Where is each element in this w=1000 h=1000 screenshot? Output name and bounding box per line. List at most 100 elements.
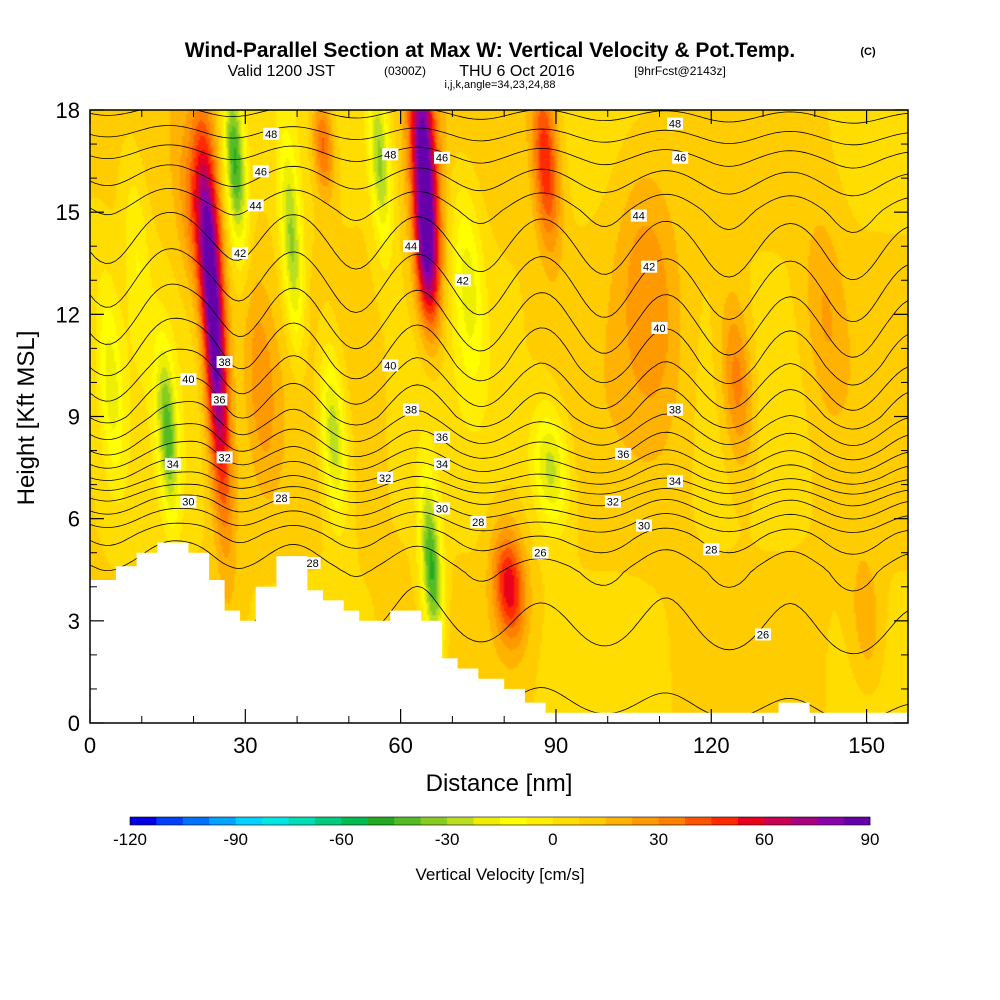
contour-label: 34 bbox=[164, 458, 181, 471]
contour-label-text: 30 bbox=[182, 497, 194, 509]
contour-label-text: 34 bbox=[669, 476, 681, 488]
contour-label: 38 bbox=[402, 403, 419, 417]
contour-label-text: 36 bbox=[213, 394, 225, 406]
colorbar-swatch bbox=[130, 817, 157, 825]
contour-label-text: 40 bbox=[182, 374, 194, 386]
contour-label-text: 28 bbox=[275, 493, 287, 505]
colorbar-tick-label: -120 bbox=[113, 830, 147, 849]
contour-label-bg bbox=[382, 148, 399, 161]
contour-label: 30 bbox=[434, 502, 451, 515]
contour-label-text: 32 bbox=[379, 473, 391, 485]
contour-label-bg bbox=[216, 356, 233, 369]
contour-label: 32 bbox=[216, 451, 233, 464]
contour-label-text: 38 bbox=[405, 405, 417, 417]
contour-label: 32 bbox=[604, 495, 621, 509]
theta-contour bbox=[89, 125, 909, 146]
colorbar-swatch bbox=[367, 817, 395, 825]
contour-label: 44 bbox=[630, 209, 647, 223]
theta-contour bbox=[89, 457, 909, 485]
theta-contour bbox=[89, 188, 909, 233]
colorbar-tick-label: 90 bbox=[861, 830, 880, 849]
contour-label-bg bbox=[651, 321, 668, 334]
colorbar-swatch bbox=[288, 817, 316, 825]
contour-label-bg bbox=[635, 519, 652, 532]
contour-label: 38 bbox=[667, 403, 684, 417]
theta-contour bbox=[89, 348, 909, 411]
grid-indices: i,j,k,angle=34,23,24,88 bbox=[444, 79, 555, 91]
contour-label-bg bbox=[615, 447, 632, 460]
contour-label-bg bbox=[755, 628, 772, 641]
x-axis: 0 30 60 90 120 150 bbox=[84, 110, 885, 758]
contour-label-text: 38 bbox=[669, 405, 681, 417]
contour-label-bg bbox=[667, 403, 684, 416]
forecast-info: [9hrFcst@2143z] bbox=[634, 64, 726, 78]
contour-label-bg bbox=[402, 240, 419, 253]
contour-label-text: 28 bbox=[306, 558, 318, 570]
contour-label-text: 28 bbox=[705, 544, 717, 556]
colorbar-tick-label: -60 bbox=[329, 830, 354, 849]
contour-label-bg bbox=[703, 543, 720, 556]
colorbar-label: Vertical Velocity [cm/s] bbox=[415, 865, 584, 884]
y-tick-label: 9 bbox=[68, 405, 80, 430]
contour-label-text: 34 bbox=[436, 459, 448, 471]
theta-contour bbox=[89, 423, 909, 461]
colorbar-swatch bbox=[182, 817, 210, 825]
contour-label-text: 44 bbox=[250, 200, 262, 212]
contour-label-bg bbox=[604, 495, 621, 508]
contour-label: 28 bbox=[703, 543, 720, 556]
contour-label: 28 bbox=[304, 556, 321, 570]
copyright-mark: (C) bbox=[860, 46, 876, 58]
contour-label: 48 bbox=[667, 117, 684, 131]
x-tick-label: 30 bbox=[233, 733, 257, 758]
x-tick-label: 0 bbox=[84, 733, 96, 758]
colorbar-swatch bbox=[790, 817, 818, 825]
theta-contour bbox=[89, 483, 909, 507]
colorbar: -120 -90 -60 -30 0 30 60 90 bbox=[113, 816, 880, 849]
contour-label-text: 42 bbox=[457, 275, 469, 287]
contour-label-text: 44 bbox=[633, 211, 645, 223]
contour-label-text: 32 bbox=[218, 452, 230, 464]
contour-label-text: 46 bbox=[436, 153, 448, 165]
contour-label: 40 bbox=[382, 359, 399, 372]
contour-label: 36 bbox=[211, 393, 228, 406]
contour-label: 26 bbox=[755, 628, 772, 641]
contour-label-text: 30 bbox=[436, 503, 448, 515]
contour-label-bg bbox=[454, 274, 471, 287]
contour-label-bg bbox=[667, 475, 684, 488]
contour-label: 30 bbox=[635, 519, 652, 532]
contour-label: 42 bbox=[454, 274, 471, 287]
contour-label-bg bbox=[232, 247, 249, 260]
theta-contour bbox=[89, 283, 909, 358]
contour-label: 32 bbox=[377, 471, 394, 485]
contour-label-text: 26 bbox=[534, 548, 546, 560]
contour-label-text: 34 bbox=[167, 459, 179, 471]
terrain-mask bbox=[90, 542, 908, 724]
contour-label-text: 32 bbox=[607, 497, 619, 509]
y-tick-label: 15 bbox=[56, 200, 80, 225]
contour-label-bg bbox=[434, 430, 451, 443]
contour-label-text: 40 bbox=[653, 323, 665, 335]
colorbar-swatch bbox=[473, 817, 501, 825]
x-tick-label: 60 bbox=[388, 733, 412, 758]
contour-label-text: 30 bbox=[638, 520, 650, 532]
y-tick-label: 0 bbox=[68, 711, 80, 736]
theta-contour bbox=[89, 212, 909, 281]
contour-label-bg bbox=[180, 373, 197, 386]
colorbar-tick-label: 30 bbox=[649, 830, 668, 849]
colorbar-frame bbox=[129, 816, 871, 826]
contour-label: 48 bbox=[263, 127, 280, 141]
contour-label-bg bbox=[382, 359, 399, 372]
contour-label-bg bbox=[434, 458, 451, 471]
colorbar-swatch bbox=[262, 817, 289, 825]
contour-label-text: 28 bbox=[472, 517, 484, 529]
colorbar-tick-label: -30 bbox=[435, 830, 460, 849]
contour-label: 30 bbox=[180, 495, 197, 509]
contour-label-text: 44 bbox=[405, 241, 417, 253]
colorbar-swatch bbox=[737, 817, 765, 825]
colorbar-swatch bbox=[685, 817, 712, 825]
colorbar-tick-label: -90 bbox=[223, 830, 248, 849]
contour-label-bg bbox=[672, 151, 689, 164]
contour-label-bg bbox=[252, 165, 269, 178]
